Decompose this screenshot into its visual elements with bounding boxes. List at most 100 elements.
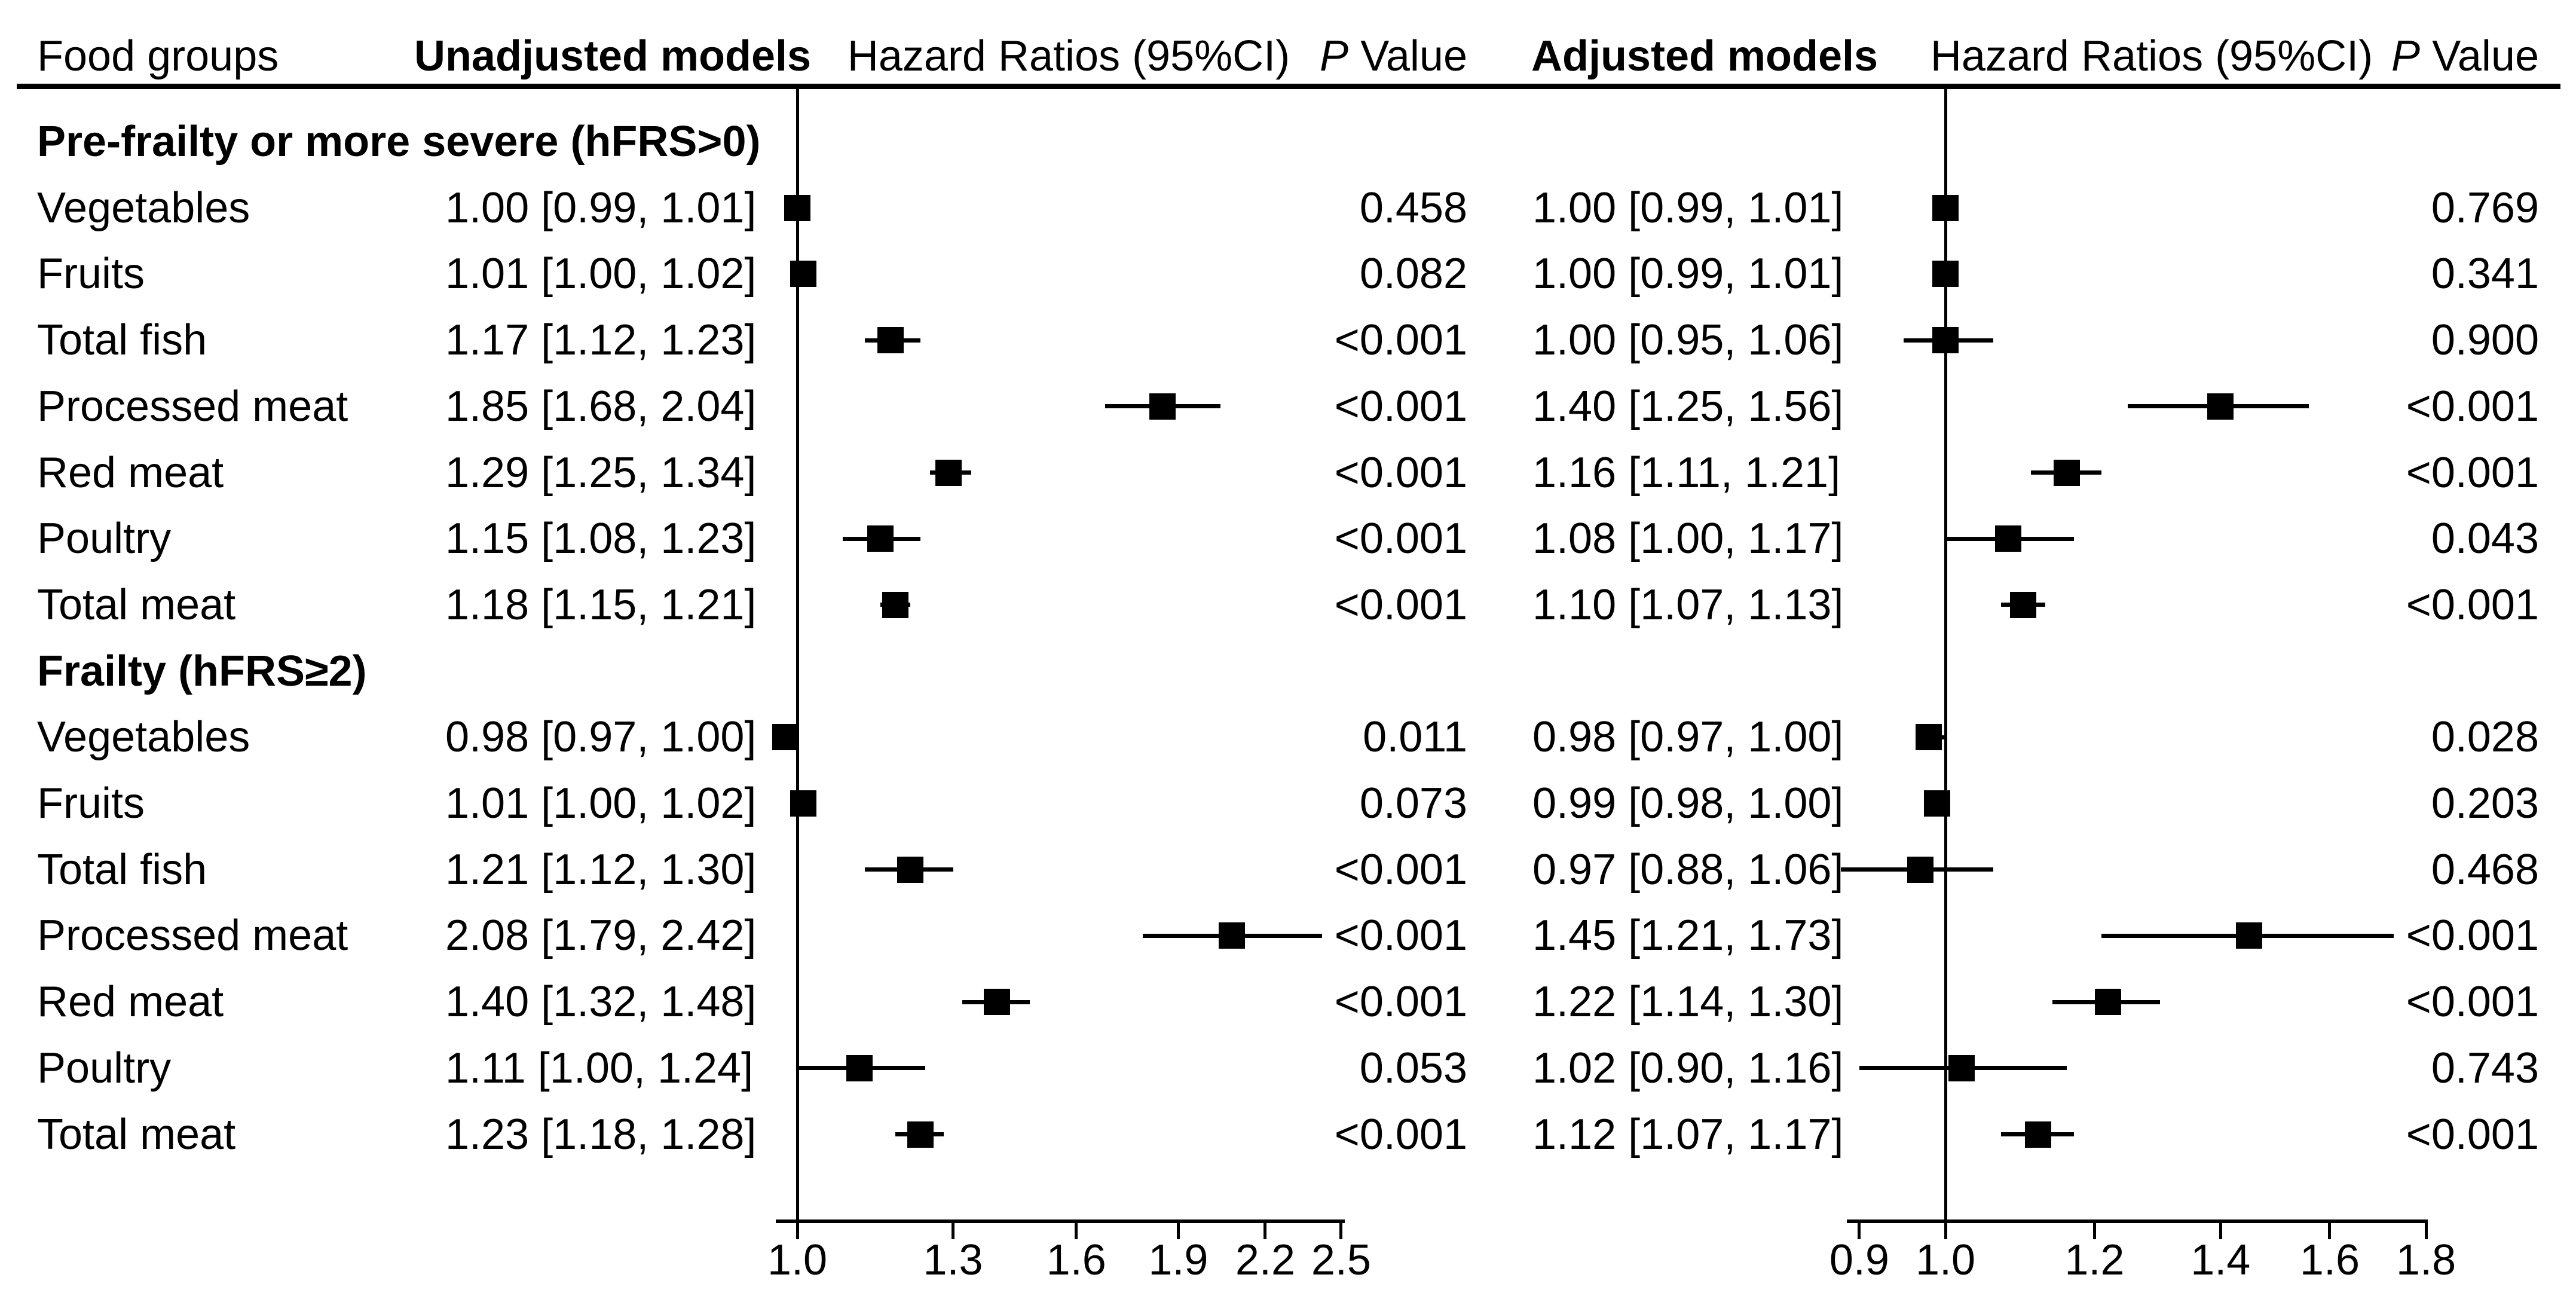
p-value-unadjusted: <0.001	[1334, 912, 1467, 960]
x-axis-right	[1847, 1219, 2428, 1223]
p-value-adjusted: 0.468	[2431, 845, 2539, 894]
forest-square-unadjusted	[935, 459, 962, 486]
p-value-header-rest: Value	[1360, 32, 1467, 80]
hr-ci-text-unadjusted: 2.08 [1.79, 2.42]	[445, 912, 757, 960]
food-group-label: Total fish	[37, 845, 207, 894]
hr-ci-text-adjusted: 1.08 [1.00, 1.17]	[1532, 515, 1844, 563]
forest-square-adjusted	[2054, 459, 2081, 486]
p-value-adjusted: 0.769	[2431, 184, 2539, 232]
food-group-label: Total meat	[37, 1110, 236, 1159]
hr-ci-text-adjusted: 0.97 [0.88, 1.06]	[1532, 845, 1844, 894]
axis-tick-label: 1.9	[1148, 1236, 1209, 1284]
hr-ci-text-unadjusted: 1.15 [1.08, 1.23]	[445, 515, 757, 563]
hr-ci-text-adjusted: 1.02 [0.90, 1.16]	[1532, 1044, 1844, 1092]
hr-ci-text-adjusted: 1.00 [0.99, 1.01]	[1532, 184, 1844, 232]
p-value-unadjusted: <0.001	[1334, 1110, 1467, 1159]
column-header-p-value-left: P Value	[1320, 35, 1467, 78]
food-group-label: Red meat	[37, 448, 224, 497]
hr-ci-text-adjusted: 1.16 [1.11, 1.21]	[1532, 448, 1841, 497]
p-value-unadjusted: 0.053	[1359, 1044, 1467, 1092]
column-header-hazard-ratios-right: Hazard Ratios (95%CI)	[1930, 32, 2373, 80]
column-header-unadjusted-models: Unadjusted models	[414, 32, 812, 80]
food-group-label: Vegetables	[37, 184, 250, 232]
hr-ci-text-unadjusted: 1.85 [1.68, 2.04]	[445, 382, 757, 430]
hr-ci-text-unadjusted: 1.23 [1.18, 1.28]	[445, 1110, 757, 1159]
axis-tick	[952, 1223, 955, 1239]
hr-ci-text-unadjusted: 1.01 [1.00, 1.02]	[445, 780, 757, 827]
forest-square-adjusted	[1948, 1055, 1975, 1081]
hr-ci-text-unadjusted: 1.40 [1.32, 1.48]	[445, 978, 757, 1026]
p-value-adjusted: <0.001	[2406, 382, 2539, 430]
hr-ci-text-adjusted: 1.45 [1.21, 1.73]	[1532, 912, 1844, 960]
hr-ci-text-unadjusted: 1.21 [1.12, 1.30]	[445, 845, 757, 894]
axis-tick	[1339, 1223, 1343, 1239]
axis-tick-label: 1.8	[2396, 1236, 2456, 1284]
forest-square-unadjusted	[1219, 922, 1246, 949]
axis-tick	[1944, 1223, 1947, 1239]
p-value-header-rest: Value	[2432, 32, 2539, 80]
food-group-label: Poultry	[37, 515, 172, 563]
p-value-unadjusted: 0.082	[1359, 250, 1467, 298]
axis-tick	[2328, 1223, 2332, 1239]
p-value-adjusted: 0.028	[2431, 713, 2539, 762]
forest-square-unadjusted	[877, 327, 904, 354]
hr-ci-text-unadjusted: 1.18 [1.15, 1.21]	[445, 580, 757, 629]
axis-tick-label: 1.6	[2299, 1236, 2360, 1284]
forest-square-unadjusted	[907, 1121, 934, 1148]
p-value-unadjusted: <0.001	[1334, 515, 1467, 563]
p-value-unadjusted: <0.001	[1334, 978, 1467, 1026]
axis-tick	[1263, 1223, 1267, 1239]
p-value-adjusted: 0.341	[2431, 250, 2539, 298]
hr-ci-text-adjusted: 1.22 [1.14, 1.30]	[1532, 978, 1844, 1026]
hr-ci-text-adjusted: 1.10 [1.07, 1.13]	[1532, 580, 1844, 629]
forest-square-adjusted	[2010, 591, 2037, 618]
hr-ci-text-adjusted: 1.40 [1.25, 1.56]	[1532, 382, 1844, 430]
hr-ci-text-unadjusted: 1.11 [1.00, 1.24]	[445, 1044, 754, 1092]
p-value-unadjusted: 0.458	[1359, 184, 1467, 232]
p-value-unadjusted: 0.073	[1359, 780, 1467, 827]
axis-tick-label: 1.4	[2190, 1236, 2251, 1284]
column-header-food-groups: Food groups	[37, 32, 279, 80]
food-group-label: Vegetables	[37, 713, 250, 762]
axis-tick-label: 1.2	[2064, 1236, 2125, 1284]
axis-tick	[796, 1223, 799, 1239]
p-value-header-italic-p: P	[2391, 32, 2421, 80]
hr-ci-text-unadjusted: 0.98 [0.97, 1.00]	[445, 713, 757, 762]
hr-ci-text-unadjusted: 1.01 [1.00, 1.02]	[445, 250, 757, 298]
forest-square-unadjusted	[897, 856, 924, 883]
column-header-hazard-ratios-left: Hazard Ratios (95%CI)	[847, 32, 1290, 80]
food-group-label: Fruits	[37, 250, 145, 298]
food-group-label: Poultry	[37, 1044, 172, 1092]
axis-tick-label: 0.9	[1829, 1236, 1889, 1284]
forest-square-adjusted	[1995, 525, 2022, 552]
p-value-unadjusted: <0.001	[1334, 448, 1467, 497]
p-value-adjusted: <0.001	[2406, 978, 2539, 1026]
p-value-adjusted: 0.743	[2431, 1044, 2539, 1092]
p-value-adjusted: <0.001	[2406, 912, 2539, 960]
reference-line-left	[796, 88, 799, 1223]
axis-tick-label: 2.2	[1235, 1236, 1295, 1284]
axis-tick	[1858, 1223, 1861, 1239]
hr-ci-text-adjusted: 0.98 [0.97, 1.00]	[1532, 713, 1844, 762]
hr-ci-text-unadjusted: 1.00 [0.99, 1.01]	[445, 184, 757, 232]
food-group-label: Processed meat	[37, 382, 348, 430]
section-header: Pre-frailty or more severe (hFRS>0)	[37, 118, 761, 166]
forest-square-adjusted	[2095, 989, 2122, 1016]
food-group-label: Total meat	[37, 580, 236, 629]
axis-tick-label: 1.6	[1046, 1236, 1106, 1284]
hr-ci-text-unadjusted: 1.17 [1.12, 1.23]	[445, 316, 757, 365]
food-group-label: Red meat	[37, 978, 224, 1026]
axis-tick-label: 1.3	[923, 1236, 983, 1284]
reference-line-right	[1944, 88, 1947, 1223]
x-axis-left	[776, 1219, 1345, 1223]
p-value-unadjusted: <0.001	[1334, 845, 1467, 894]
forest-square-adjusted	[2207, 393, 2234, 420]
food-group-label: Total fish	[37, 316, 207, 365]
axis-tick	[2219, 1223, 2222, 1239]
p-value-header-italic-p: P	[1320, 32, 1349, 80]
forest-square-unadjusted	[1149, 393, 1176, 420]
column-header-adjusted-models: Adjusted models	[1531, 32, 1879, 80]
forest-square-unadjusted	[790, 790, 816, 817]
forest-square-unadjusted	[790, 261, 816, 288]
